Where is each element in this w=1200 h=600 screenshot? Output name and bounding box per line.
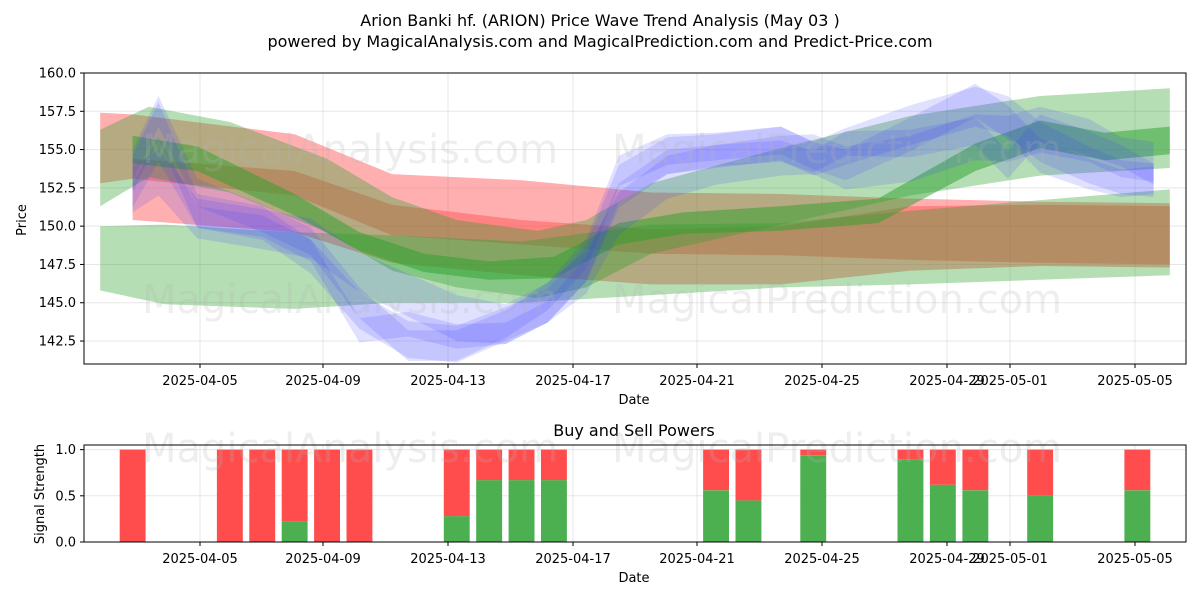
bar-x-tick-label: 2025-04-29 — [909, 552, 985, 567]
sell-bar — [800, 449, 827, 456]
buy-bar — [735, 500, 762, 542]
bar-x-tick-label: 2025-04-25 — [784, 552, 860, 567]
wave-band-blue-8 — [132, 83, 1154, 361]
main-x-tick-label: 2025-04-29 — [909, 374, 985, 389]
main-y-axis-label: Price — [15, 204, 30, 236]
main-y-tick-label: 160.0 — [39, 67, 76, 82]
buy-bar — [476, 480, 503, 542]
sell-bar — [962, 449, 989, 491]
watermark-analysis-bottom: MagicalAnalysis.com — [142, 277, 558, 323]
main-x-tick-label: 2025-04-09 — [285, 374, 361, 389]
main-x-axis-label: Date — [618, 393, 649, 408]
watermark-analysis-bar: MagicalAnalysis.com — [142, 426, 558, 472]
watermark-prediction-bottom: MagicalPrediction.com — [612, 277, 1062, 323]
sell-bar — [249, 449, 276, 542]
watermark-prediction-top: MagicalPrediction.com — [612, 127, 1062, 173]
sell-bar — [735, 449, 762, 501]
buy-bar — [1124, 490, 1151, 542]
bar-x-tick-label: 2025-05-05 — [1097, 552, 1173, 567]
main-plot-frame — [83, 72, 1187, 365]
sell-bar — [703, 449, 729, 491]
sell-bar — [119, 449, 146, 542]
main-x-tick-label: 2025-04-17 — [535, 374, 611, 389]
sell-bar — [929, 449, 956, 485]
main-y-tick-label: 152.5 — [39, 181, 76, 196]
bar-chart-title: Buy and Sell Powers — [553, 421, 715, 440]
main-y-tick-label: 147.5 — [39, 258, 76, 273]
chart-title: Arion Banki hf. (ARION) Price Wave Trend… — [360, 11, 840, 30]
main-x-ticks: 2025-04-05 2025-04-09 2025-04-13 2025-04-17… — [162, 364, 1173, 389]
main-y-tick-label: 157.5 — [39, 105, 76, 120]
sell-bar — [346, 449, 373, 542]
bar-y-axis-label: Signal Strength — [33, 444, 48, 544]
bar-x-tick-label: 2025-04-17 — [535, 552, 611, 567]
watermark-prediction-bar: MagicalPrediction.com — [612, 426, 1062, 472]
buy-bar — [508, 480, 535, 542]
sell-bar — [281, 449, 308, 522]
main-x-tick-label: 2025-04-05 — [162, 374, 238, 389]
price-wave-bands — [100, 83, 1170, 363]
bar-watermarks: MagicalAnalysis.com MagicalPrediction.co… — [142, 426, 1062, 472]
main-x-tick-label: 2025-04-25 — [784, 374, 860, 389]
buy-bar — [897, 459, 924, 542]
wave-band-green-5 — [132, 120, 1170, 280]
bar-x-tick-label: 2025-04-05 — [162, 552, 238, 567]
main-y-tick-label: 150.0 — [39, 220, 76, 235]
bar-x-tick-label: 2025-04-09 — [285, 552, 361, 567]
main-y-tick-label: 142.5 — [39, 335, 76, 350]
main-y-tick-label: 155.0 — [39, 143, 76, 158]
sell-bar — [541, 449, 567, 481]
wave-band-blue-6 — [132, 106, 1154, 345]
buy-bar — [929, 484, 956, 542]
chart-subtitle: powered by MagicalAnalysis.com and Magic… — [267, 32, 932, 51]
wave-band-red-1 — [100, 112, 1170, 265]
main-watermarks: MagicalAnalysis.com MagicalPrediction.co… — [142, 127, 1062, 323]
bar-x-tick-label: 2025-04-13 — [410, 552, 486, 567]
bar-plot-frame — [83, 444, 1187, 543]
sell-bar — [1027, 449, 1054, 496]
main-y-ticks: 142.5 145.0 147.5 150.0 152.5 155.0 157.5 160.0 — [39, 67, 84, 350]
main-x-tick-label: 2025-04-21 — [659, 374, 735, 389]
bar-y-tick-label: 1.0 — [55, 443, 76, 458]
signal-bars — [119, 449, 1151, 542]
bar-y-tick-label: 0.0 — [55, 536, 76, 551]
wave-band-green-3 — [100, 189, 1170, 309]
main-y-tick-label: 145.0 — [39, 296, 76, 311]
buy-bar — [962, 490, 989, 542]
sell-bar — [508, 449, 535, 481]
wave-band-blue-9 — [132, 114, 1154, 349]
bar-x-axis-label: Date — [618, 571, 649, 586]
buy-bar — [281, 521, 308, 542]
sell-bar — [1124, 449, 1151, 491]
bar-x-tick-label: 2025-05-01 — [972, 552, 1048, 567]
sell-bar — [897, 449, 924, 460]
watermark-analysis-top: MagicalAnalysis.com — [142, 127, 558, 173]
bar-x-ticks: 2025-04-05 2025-04-09 2025-04-13 2025-04-17… — [162, 542, 1173, 567]
sell-bar — [216, 449, 243, 542]
buy-bar — [703, 490, 729, 542]
bar-y-ticks: 0.0 0.5 1.0 — [55, 443, 84, 551]
bar-x-tick-label: 2025-04-21 — [659, 552, 735, 567]
main-x-tick-label: 2025-05-01 — [972, 374, 1048, 389]
bar-y-tick-label: 0.5 — [55, 489, 76, 504]
buy-bar — [443, 516, 470, 542]
buy-bar — [541, 480, 567, 542]
sell-bar — [314, 449, 340, 542]
main-x-tick-label: 2025-05-05 — [1097, 374, 1173, 389]
sell-bar — [476, 449, 503, 481]
buy-bar — [1027, 495, 1054, 542]
main-x-tick-label: 2025-04-13 — [410, 374, 486, 389]
buy-bar — [800, 455, 827, 542]
sell-bar — [443, 449, 470, 517]
